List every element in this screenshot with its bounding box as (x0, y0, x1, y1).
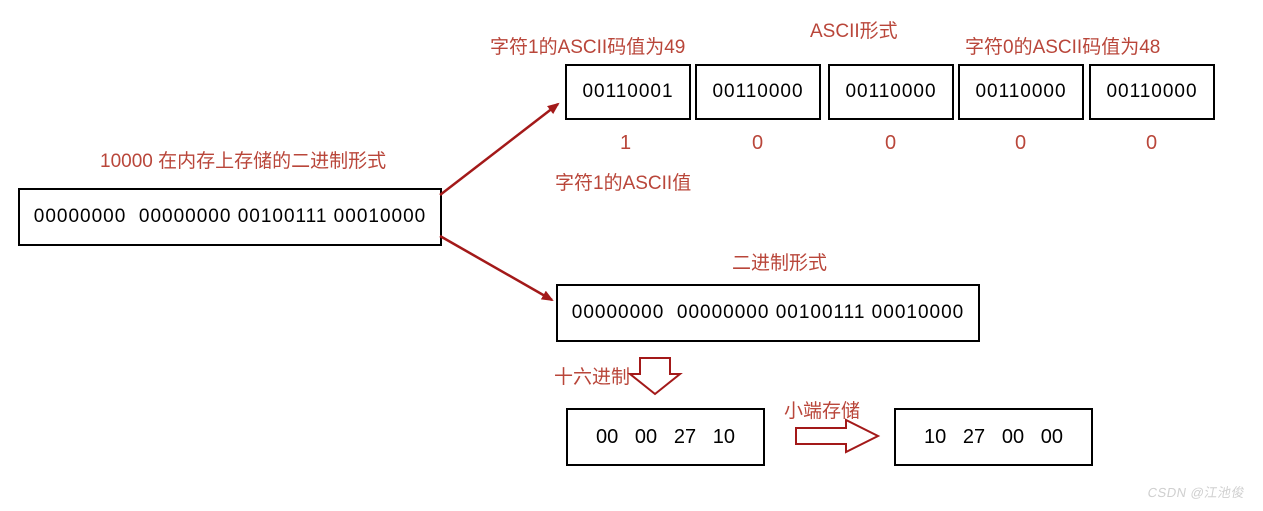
left-title: 10000 在内存上存储的二进制形式 (100, 146, 386, 173)
arrow-to-little-endian (796, 420, 878, 452)
hex-big-endian-value: 00 00 27 10 (596, 426, 735, 449)
watermark: CSDN @江池俊 (1146, 482, 1247, 501)
hex-little-endian-value: 10 27 00 00 (924, 426, 1063, 449)
ascii-label-left: 字符1的ASCII码值为49 (490, 32, 685, 59)
ascii-byte-4-value: 00110000 (1106, 81, 1197, 103)
binary-value: 00000000 00000000 00100111 00010000 (572, 302, 964, 324)
arrow-to-binary (440, 236, 552, 300)
left-binary-box: 00000000 00000000 00100111 00010000 (18, 188, 442, 246)
ascii-byte-2-value: 00110000 (845, 81, 936, 103)
ascii-byte-1: 00110000 (695, 64, 821, 120)
ascii-digit-4: 0 (1146, 132, 1157, 155)
ascii-byte-1-value: 00110000 (712, 81, 803, 103)
binary-label: 二进制形式 (732, 248, 827, 275)
hex-label: 十六进制 (554, 362, 630, 389)
ascii-digit-1: 0 (752, 132, 763, 155)
ascii-digit-3: 0 (1015, 132, 1026, 155)
ascii-byte-2: 00110000 (828, 64, 954, 120)
ascii-sub-label: 字符1的ASCII值 (555, 168, 691, 195)
ascii-digit-0: 1 (620, 132, 631, 155)
binary-box: 00000000 00000000 00100111 00010000 (556, 284, 980, 342)
ascii-byte-4: 00110000 (1089, 64, 1215, 120)
hex-big-endian-box: 00 00 27 10 (566, 408, 765, 466)
ascii-label-right: 字符0的ASCII码值为48 (965, 32, 1160, 59)
ascii-label-center: ASCII形式 (810, 16, 898, 43)
ascii-byte-0-value: 00110001 (582, 81, 673, 103)
ascii-byte-3-value: 00110000 (975, 81, 1066, 103)
hex-little-endian-box: 10 27 00 00 (894, 408, 1093, 466)
ascii-byte-0: 00110001 (565, 64, 691, 120)
ascii-digit-2: 0 (885, 132, 896, 155)
arrow-hex-down (630, 358, 680, 394)
arrow-to-ascii (440, 104, 558, 195)
left-binary-value: 00000000 00000000 00100111 00010000 (34, 206, 426, 228)
ascii-byte-3: 00110000 (958, 64, 1084, 120)
little-endian-label: 小端存储 (784, 396, 860, 423)
